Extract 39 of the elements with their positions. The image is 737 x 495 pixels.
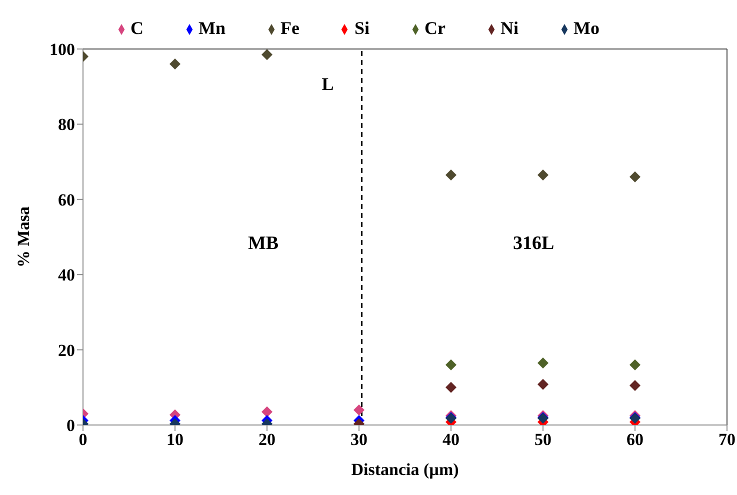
point <box>538 378 548 390</box>
legend-label: Mo <box>574 18 600 38</box>
point <box>262 406 272 418</box>
point <box>354 404 364 416</box>
y-tick-label: 20 <box>58 340 75 360</box>
y-tick-label: 0 <box>66 416 75 436</box>
point <box>446 169 456 180</box>
y-tick-label: 80 <box>58 115 75 134</box>
x-tick-label: 70 <box>718 430 736 450</box>
annotation: MB <box>248 233 279 255</box>
x-tick-label: 30 <box>350 430 368 450</box>
legend-label: Ni <box>500 18 518 38</box>
legend-label: C <box>130 18 144 38</box>
ref-line-label: L <box>322 74 334 94</box>
x-tick-label: 10 <box>166 430 184 450</box>
x-axis-title: Distancia (µm) <box>351 460 459 479</box>
legend-label: Cr <box>424 18 446 38</box>
point <box>446 359 456 370</box>
point <box>538 169 548 180</box>
point <box>630 171 640 182</box>
point <box>446 382 456 393</box>
point <box>262 49 272 60</box>
x-tick-label: 20 <box>258 430 276 450</box>
point <box>630 359 640 370</box>
legend-label: Mn <box>198 18 226 38</box>
annotation: 316L <box>513 233 554 255</box>
legend-label: Si <box>354 18 370 38</box>
x-tick-label: 0 <box>78 430 88 450</box>
point <box>630 380 640 392</box>
x-tick-label: 40 <box>442 430 460 450</box>
y-tick-label: 60 <box>58 190 75 210</box>
x-tick-label: 60 <box>626 430 644 450</box>
x-tick-label: 50 <box>534 430 552 450</box>
point <box>170 58 180 70</box>
y-tick-label: 40 <box>58 266 75 285</box>
legend-label: Fe <box>280 18 300 38</box>
y-tick-label: 100 <box>50 40 75 60</box>
point <box>538 357 548 368</box>
y-axis-title: % Masa <box>14 206 34 268</box>
